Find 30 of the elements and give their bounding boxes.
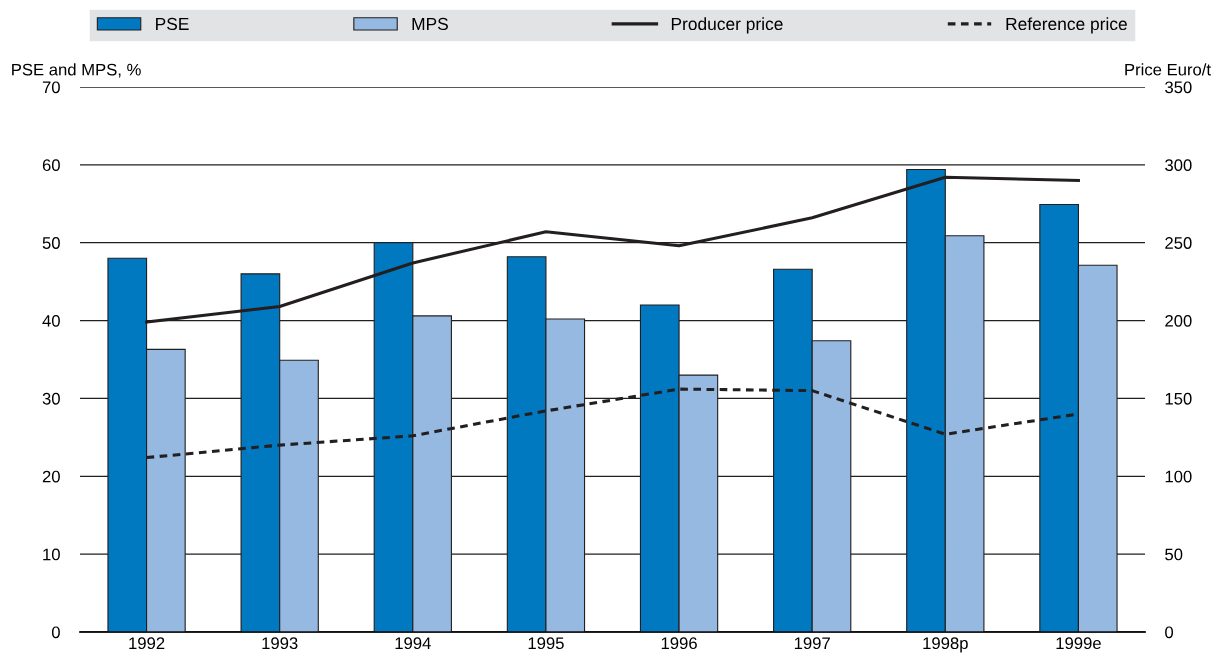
y-tick-label: 20: [42, 470, 60, 483]
legend-label: Producer price: [671, 17, 783, 34]
legend-label: MPS: [412, 17, 448, 31]
x-tick-label: 1996: [661, 637, 697, 650]
legend-label: PSE: [156, 17, 189, 31]
x-tick-label: 1999e: [1056, 637, 1101, 650]
y-tick-label: 40: [42, 314, 60, 327]
y2-tick-label: 300: [1165, 159, 1192, 172]
y2-tick-label: 50: [1165, 548, 1183, 561]
y-axis-title: PSE and MPS, %: [12, 63, 141, 78]
y-tick-label: 60: [42, 159, 60, 172]
y2-tick-label: 250: [1165, 237, 1192, 249]
x-tick-label: 1994: [395, 637, 431, 650]
y2-axis-title: Price Euro/t: [1125, 63, 1211, 76]
x-tick-label: 1993: [262, 637, 298, 650]
x-tick-label: 1998p: [923, 637, 968, 653]
y-tick-label: 0: [51, 626, 60, 639]
y-tick-label: 70: [42, 81, 60, 94]
x-tick-label: 1997: [794, 637, 830, 650]
y2-tick-label: 150: [1165, 392, 1192, 405]
y-tick-label: 50: [42, 237, 60, 249]
y2-tick-label: 100: [1165, 470, 1192, 483]
y2-tick-label: 350: [1165, 81, 1192, 94]
x-tick-label: 1992: [129, 637, 165, 650]
y2-tick-label: 0: [1165, 626, 1174, 639]
y-tick-label: 30: [42, 392, 60, 405]
x-tick-label: 1995: [528, 637, 564, 650]
y2-tick-label: 200: [1165, 314, 1192, 327]
legend-label: Reference price: [1006, 17, 1127, 34]
y-tick-label: 10: [43, 548, 60, 561]
